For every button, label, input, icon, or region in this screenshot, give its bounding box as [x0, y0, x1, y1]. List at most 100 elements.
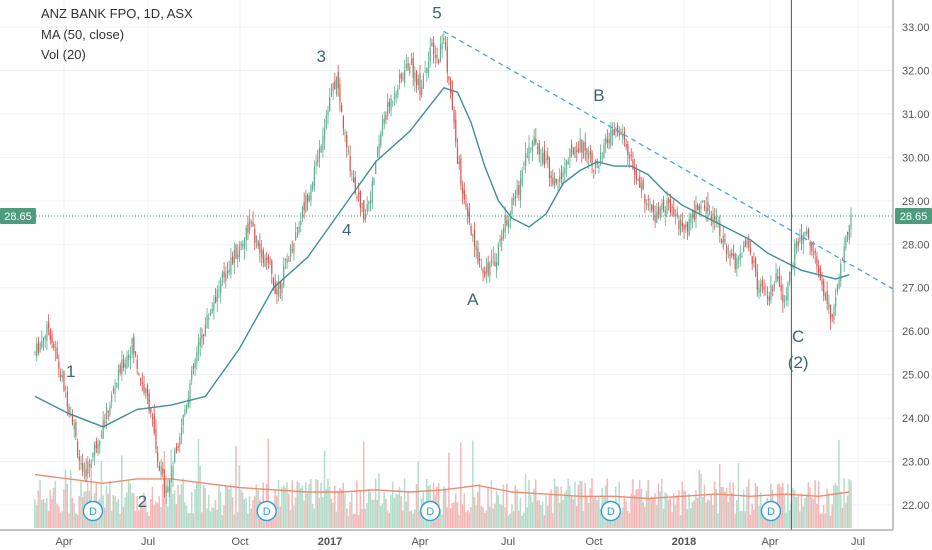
candle-body: [792, 264, 794, 269]
volume-bar: [177, 484, 179, 528]
volume-bar: [701, 496, 704, 528]
volume-bar: [391, 481, 394, 528]
volume-bar: [529, 495, 532, 528]
volume-bar: [822, 504, 825, 528]
volume-bar: [189, 513, 191, 528]
dividend-marker[interactable]: D: [82, 500, 104, 522]
candle-body: [829, 305, 832, 320]
candle-body: [700, 205, 702, 209]
time-axis[interactable]: Apr Jul Oct 2017 Apr Jul Oct 2018 Apr Jul: [55, 536, 865, 548]
ma-indicator-label[interactable]: MA (50, close): [41, 27, 125, 42]
dividend-marker[interactable]: D: [600, 500, 621, 522]
candle-body: [49, 328, 51, 340]
volume-bar: [495, 490, 498, 528]
candle-body: [237, 254, 239, 260]
price-axis[interactable]: 22.00 23.00 24.00 25.00 26.00 27.00 28.00 29.00…: [902, 22, 930, 512]
volume-bar: [313, 508, 316, 528]
candle-body: [618, 132, 620, 137]
volume-bar: [509, 513, 511, 528]
candle-body: [772, 288, 774, 291]
candle-body: [836, 285, 838, 293]
candle-body: [375, 161, 377, 174]
candle-body: [407, 62, 409, 70]
volume-bar: [141, 502, 144, 528]
candle-body: [279, 281, 281, 289]
volume-bar: [347, 515, 350, 528]
candle-body: [513, 198, 515, 200]
volume-indicator-label[interactable]: Vol (20): [41, 47, 86, 62]
candle-body: [262, 249, 264, 263]
volume-bar: [655, 505, 658, 528]
candle-body: [446, 46, 448, 73]
volume-bar: [845, 503, 847, 528]
candle-body: [48, 322, 50, 329]
volume-bar: [114, 495, 116, 528]
candle-body: [458, 161, 460, 164]
volume-bar: [683, 490, 685, 528]
price-tick-label: 33.00: [902, 22, 930, 34]
volume-bar: [620, 511, 622, 528]
candle-body: [412, 57, 414, 78]
volume-bar: [463, 493, 465, 528]
candle-body: [308, 195, 310, 201]
time-tick-label: 2018: [672, 536, 696, 548]
candle-body: [105, 406, 108, 419]
volume-bar: [228, 489, 230, 528]
candle-body: [121, 359, 123, 375]
candle-body: [289, 245, 292, 258]
volume-bar: [136, 495, 138, 528]
candle-body: [206, 315, 208, 329]
candle-body: [63, 370, 65, 391]
candle-body: [214, 297, 217, 303]
volume-bar: [633, 494, 636, 528]
candle-body: [773, 283, 775, 289]
volume-bar: [301, 485, 304, 528]
volume-bar: [828, 493, 830, 528]
candle-body: [369, 200, 372, 204]
volume-bar: [287, 493, 290, 528]
candle-body: [352, 177, 355, 183]
volume-bar: [357, 514, 360, 528]
volume-bar: [400, 496, 402, 528]
volume-bar: [500, 504, 503, 528]
volume-bar: [39, 480, 41, 528]
volume-bar: [478, 484, 481, 528]
dividend-marker[interactable]: D: [760, 500, 782, 522]
candle-body: [593, 169, 595, 171]
candle-body: [51, 334, 53, 344]
dividend-marker[interactable]: D: [256, 500, 277, 522]
candle-body: [329, 96, 331, 112]
volume-bar: [490, 479, 493, 528]
candle-body: [521, 170, 523, 185]
candle-body: [415, 71, 418, 86]
candle-body: [170, 474, 172, 476]
candle-body: [588, 153, 590, 159]
candle-body: [448, 76, 450, 80]
candle-body: [507, 220, 510, 229]
candle-body: [274, 283, 276, 294]
candle-body: [145, 388, 147, 394]
candle-body: [291, 249, 293, 251]
candle-body: [187, 398, 189, 407]
volume-bar: [388, 512, 391, 528]
volume-bar: [134, 511, 137, 528]
volume-bar: [713, 481, 716, 528]
volume-bar: [230, 484, 232, 528]
volume-bar: [449, 508, 452, 528]
candle-body: [296, 227, 298, 229]
candle-body: [577, 148, 580, 152]
dividend-marker[interactable]: D: [420, 500, 441, 522]
volume-bar: [807, 482, 810, 528]
price-tick-label: 23.00: [902, 457, 930, 469]
candle-body: [472, 234, 474, 237]
volume-bar: [722, 487, 724, 528]
candle-body: [823, 280, 825, 296]
volume-bar: [315, 479, 317, 528]
candle-body: [622, 133, 624, 138]
candle-body: [259, 243, 261, 254]
candle-body: [85, 468, 87, 477]
candle-body: [286, 259, 288, 263]
volume-bar: [320, 482, 322, 528]
volume-bar: [172, 493, 174, 528]
